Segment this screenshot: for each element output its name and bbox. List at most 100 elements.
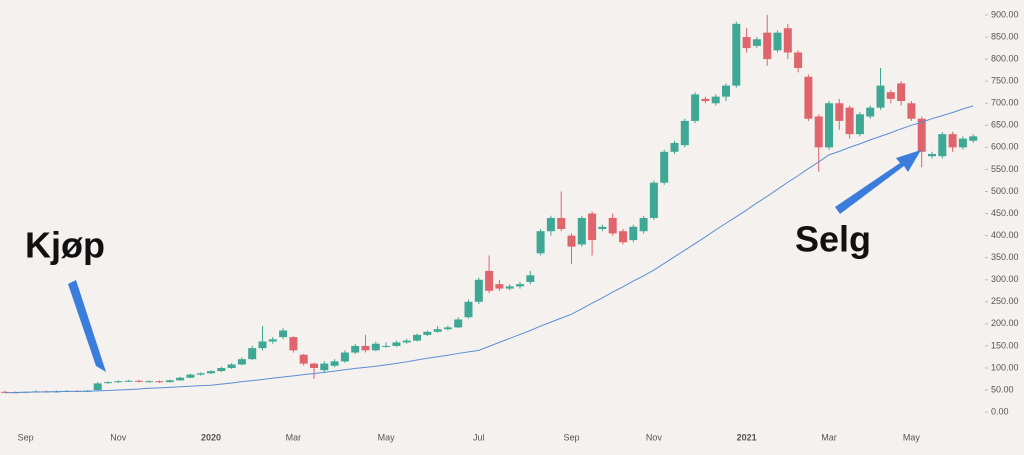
x-tick-label: Mar [821, 432, 837, 442]
x-tick-label: Jul [473, 432, 485, 442]
candle-body [423, 331, 432, 335]
candle-body [557, 217, 566, 230]
candle-body [310, 363, 318, 368]
candle-body [433, 329, 442, 332]
y-tick-label: 100.00 [991, 362, 1019, 372]
candle-body [93, 383, 102, 391]
y-tick-label: 500.00 [991, 186, 1019, 196]
x-tick-label: Nov [110, 432, 127, 442]
x-tick-label: Nov [646, 432, 663, 442]
y-tick-label: 150.00 [991, 340, 1019, 350]
candle-body [382, 345, 391, 347]
candle-body [474, 279, 483, 302]
candle-body [196, 373, 205, 375]
candle-body [577, 217, 586, 245]
candle-body [917, 118, 926, 152]
x-tick-label: Mar [286, 432, 302, 442]
buy-annotation: Kjøp [25, 225, 105, 266]
candle-body [886, 92, 895, 99]
y-tick-label: 900.00 [991, 9, 1019, 19]
candle-body [443, 327, 452, 330]
candle-body [340, 352, 349, 362]
candle-body [938, 134, 947, 157]
candle-body [598, 226, 607, 230]
candle-body [155, 381, 164, 383]
candle-body [217, 367, 226, 372]
x-tick-label: May [903, 432, 921, 442]
sell-annotation: Selg [795, 219, 871, 260]
candle-body [104, 382, 112, 384]
candle-body [546, 217, 555, 232]
candle-body [835, 103, 844, 121]
candle-body [237, 359, 246, 365]
sell-arrow [835, 150, 921, 214]
candle-body [567, 235, 576, 247]
x-tick-label: Sep [18, 432, 34, 442]
candle-body [258, 341, 267, 349]
candle-body [711, 96, 720, 104]
candle-body [928, 153, 936, 157]
candle-body [825, 103, 833, 148]
candle-body [691, 94, 700, 121]
candle-body [289, 337, 298, 351]
y-tick-label: 650.00 [991, 120, 1019, 130]
x-tick-label: 2020 [201, 432, 221, 442]
y-tick-label: 0.00 [991, 406, 1009, 416]
y-tick-label: 50.00 [991, 384, 1014, 394]
candle-body [680, 120, 689, 146]
candle-body [783, 28, 792, 53]
candle-body [907, 103, 916, 119]
candle-body [165, 380, 174, 383]
buy-arrow [68, 280, 106, 372]
candle-body [649, 182, 658, 218]
candle-body [969, 136, 978, 141]
y-tick-label: 450.00 [991, 208, 1019, 218]
x-tick-label: Sep [563, 432, 579, 442]
candle-body [845, 107, 854, 135]
candle-body [361, 345, 370, 351]
candle-body [794, 52, 803, 68]
candle-body [948, 134, 957, 148]
candle-body [176, 377, 185, 381]
candle-body [505, 286, 514, 289]
candle-body [742, 37, 751, 49]
x-tick-label: May [378, 432, 396, 442]
candle-body [299, 354, 308, 364]
candle-body [330, 361, 339, 366]
candle-body [629, 226, 638, 241]
y-tick-label: 400.00 [991, 230, 1019, 240]
moving-average-line [4, 105, 974, 394]
candle-body [608, 217, 617, 234]
y-tick-label: 850.00 [991, 31, 1019, 41]
candle-body [660, 151, 669, 183]
candle-body [495, 284, 504, 289]
y-tick-label: 600.00 [991, 142, 1019, 152]
candle-body [897, 83, 906, 102]
candle-body [526, 275, 535, 282]
candle-body [207, 371, 215, 374]
candle-body [588, 213, 597, 241]
candle-body [814, 116, 823, 148]
candle-body [701, 98, 710, 102]
candle-body [732, 23, 741, 86]
candle-body [804, 76, 813, 119]
y-tick-label: 350.00 [991, 252, 1019, 262]
candle-body [639, 217, 648, 232]
candle-body [392, 342, 401, 346]
x-tick-label: 2021 [737, 432, 757, 442]
candle-body [454, 319, 463, 328]
candle-body [876, 85, 885, 108]
candle-body [722, 85, 730, 97]
candle-body [619, 231, 627, 243]
candle-body [402, 340, 411, 343]
candle-body [145, 381, 154, 383]
candle-body [485, 270, 494, 291]
candle-body [351, 345, 360, 353]
y-tick-label: 200.00 [991, 318, 1019, 328]
candle-body [773, 32, 782, 51]
candle-body [186, 374, 195, 378]
y-tick-label: 700.00 [991, 98, 1019, 108]
candle-body [268, 339, 277, 342]
